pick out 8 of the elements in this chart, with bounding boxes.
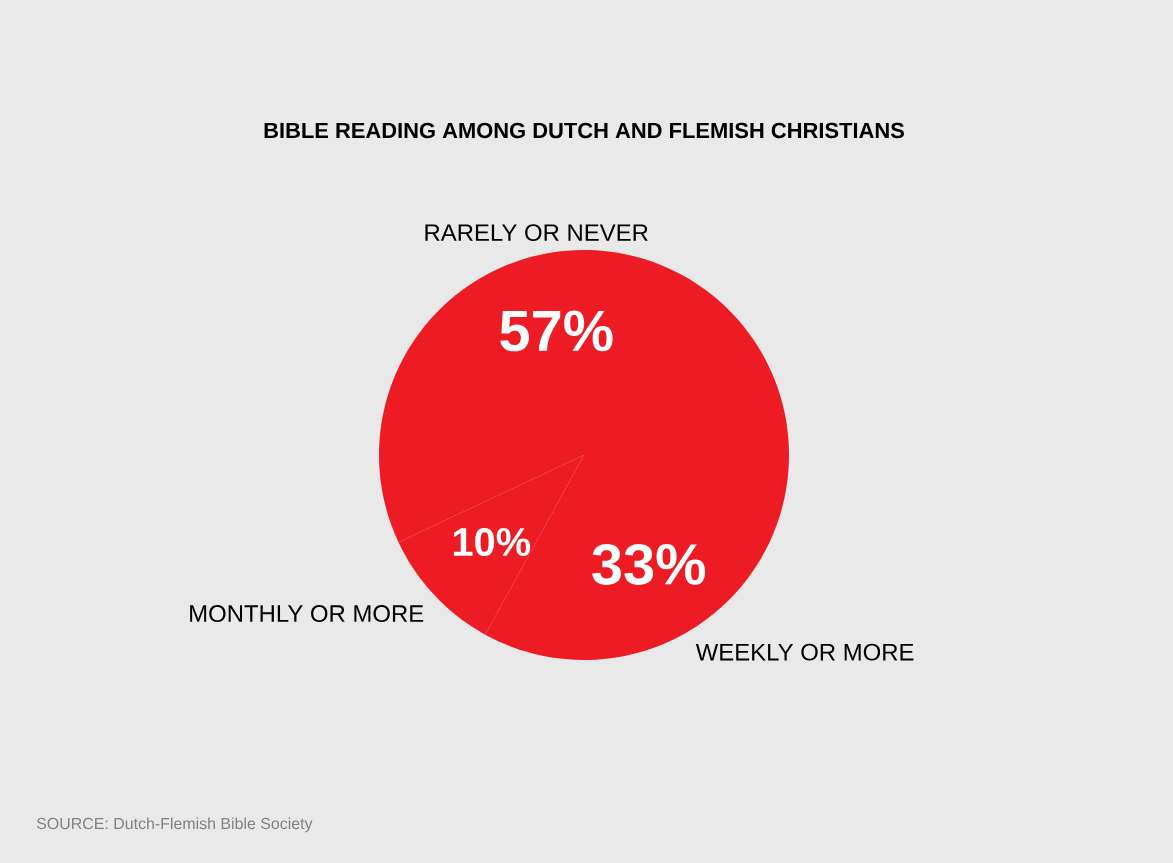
chart-title: BIBLE READING AMONG DUTCH AND FLEMISH CHRISTIANS [264, 122, 904, 139]
source-note: SOURCE: Dutch-Flemish Bible Society [36, 817, 313, 833]
slice-label: WEEKLY OR MORE [695, 643, 914, 661]
slice-label: RARELY OR NEVER [425, 224, 648, 242]
data-label: 33% [592, 543, 705, 585]
slice-label: MONTHLY OR MORE [190, 605, 424, 623]
data-label: 57% [500, 310, 613, 352]
data-label: 10% [453, 527, 531, 557]
